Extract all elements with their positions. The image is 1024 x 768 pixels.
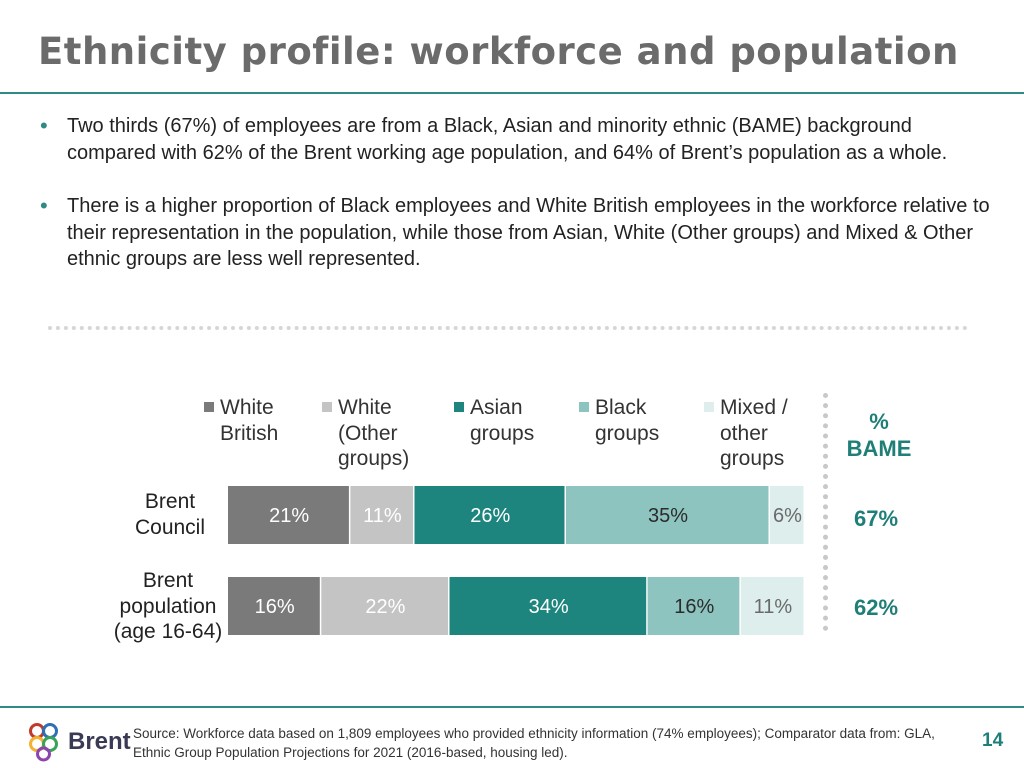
row-label-brent-council: Brent Council	[134, 490, 206, 539]
legend-label: Mixed / other groups	[720, 396, 788, 470]
bullet-list: • Two thirds (67%) of employees are from…	[40, 113, 1000, 300]
bar-segment	[647, 577, 740, 635]
bar-data-label: 6%	[773, 505, 802, 527]
row-label-brent-population: Brent population (age 16-64)	[113, 569, 223, 643]
bar-data-label: 11%	[754, 596, 793, 618]
bullet-dot-icon: •	[40, 113, 48, 138]
legend-label: Asian groups	[470, 396, 535, 445]
bar-segment	[228, 577, 320, 635]
bar-data-label: 34%	[529, 596, 569, 618]
bullet-dot-icon: •	[40, 193, 48, 218]
bar-data-label: 26%	[470, 505, 510, 527]
bame-value-council: 67%	[853, 506, 899, 531]
bar-segment	[321, 577, 448, 635]
bar-segment	[350, 486, 413, 544]
bar-segment	[228, 486, 349, 544]
bar-data-label: 11%	[363, 505, 402, 527]
legend-entry-mixed-other: Mixed / other groups	[704, 395, 788, 472]
legend-entry-white-british: White British	[204, 395, 279, 446]
title-divider	[0, 92, 1024, 94]
legend-swatch	[704, 402, 714, 412]
legend-swatch	[204, 402, 214, 412]
bar-data-label: 16%	[255, 596, 295, 618]
legend-entry-white-other: White (Other groups)	[322, 395, 410, 472]
brent-logo-icon	[29, 723, 58, 762]
bar-segment	[770, 486, 804, 544]
bame-divider	[823, 393, 828, 631]
bullet-text: There is a higher proportion of Black em…	[67, 195, 990, 270]
section-divider	[48, 326, 968, 330]
legend-entry-asian: Asian groups	[454, 395, 535, 446]
legend-swatch	[579, 402, 589, 412]
bar-data-label: 16%	[674, 596, 714, 618]
bullet-item: • Two thirds (67%) of employees are from…	[40, 113, 1000, 166]
page-number: 14	[982, 730, 1004, 751]
bullet-item: • There is a higher proportion of Black …	[40, 193, 1000, 273]
bar-segment	[566, 486, 769, 544]
bar-data-label: 22%	[365, 596, 405, 618]
legend-label: White (Other groups)	[338, 396, 410, 470]
legend-swatch	[322, 402, 332, 412]
bar-segment	[449, 577, 647, 635]
bar-segment	[414, 486, 565, 544]
bame-value-population: 62%	[853, 595, 899, 620]
legend-swatch	[454, 402, 464, 412]
footer-divider	[0, 706, 1024, 708]
bar-data-label: 21%	[269, 505, 309, 527]
legend-label: Black groups	[595, 396, 660, 445]
legend-entry-black: Black groups	[579, 395, 660, 446]
legend-label: White British	[220, 396, 279, 445]
bar-segment	[740, 577, 804, 635]
page-title: Ethnicity profile: workforce and populat…	[38, 30, 959, 73]
source-note: Source: Workforce data based on 1,809 em…	[133, 726, 935, 760]
bar-data-label: 35%	[648, 505, 688, 527]
bame-header: % BAME	[846, 409, 912, 461]
brent-logo-text: Brent	[68, 728, 131, 755]
bullet-text: Two thirds (67%) of employees are from a…	[67, 115, 948, 164]
